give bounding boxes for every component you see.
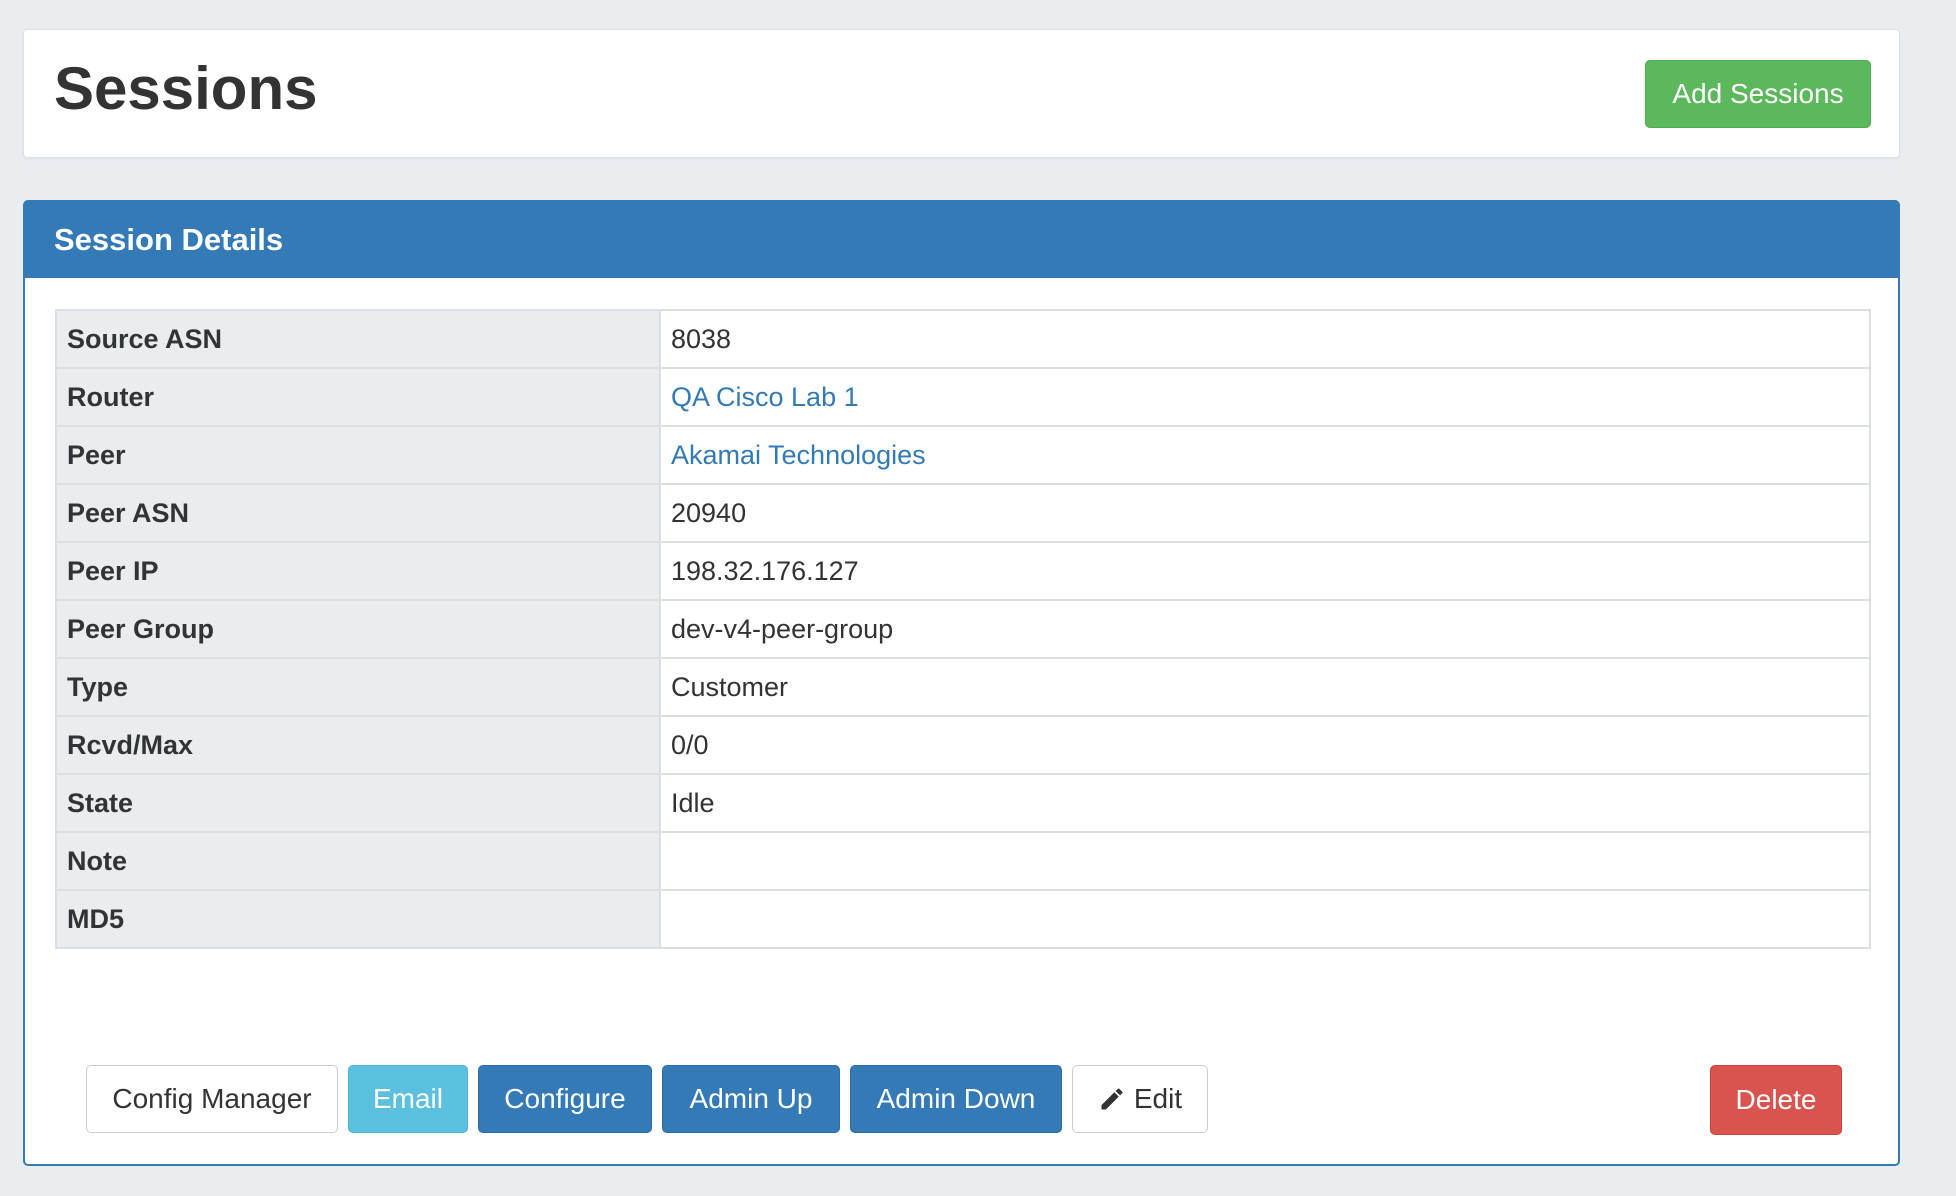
row-value	[659, 831, 1871, 891]
row-value: dev-v4-peer-group	[659, 599, 1871, 659]
row-label: Rcvd/Max	[55, 715, 661, 775]
table-row: Router QA Cisco Lab 1	[55, 367, 1871, 427]
row-value: Customer	[659, 657, 1871, 717]
table-row: Type Customer	[55, 657, 1871, 717]
row-link[interactable]: QA Cisco Lab 1	[671, 381, 859, 412]
row-label: MD5	[55, 889, 661, 949]
row-value: Idle	[659, 773, 1871, 833]
configure-button[interactable]: Configure	[478, 1065, 652, 1133]
table-row: Peer Akamai Technologies	[55, 425, 1871, 485]
row-value	[659, 889, 1871, 949]
edit-label: Edit	[1133, 1083, 1183, 1114]
delete-button[interactable]: Delete	[1710, 1065, 1842, 1135]
row-label: Source ASN	[55, 309, 661, 369]
row-label: Router	[55, 367, 661, 427]
table-row: MD5	[55, 889, 1871, 949]
row-label: Peer ASN	[55, 483, 661, 543]
table-row: Peer Group dev-v4-peer-group	[55, 599, 1871, 659]
admin-down-button[interactable]: Admin Down	[850, 1065, 1062, 1133]
row-label: State	[55, 773, 661, 833]
table-row: Peer ASN 20940	[55, 483, 1871, 543]
row-value: 20940	[659, 483, 1871, 543]
table-row: State Idle	[55, 773, 1871, 833]
row-label: Note	[55, 831, 661, 891]
page-title: Sessions	[54, 55, 318, 122]
panel-title: Session Details	[25, 202, 1898, 278]
row-label: Peer IP	[55, 541, 661, 601]
add-sessions-button[interactable]: Add Sessions	[1645, 60, 1871, 128]
session-details-table: Source ASN 8038 Router QA Cisco Lab 1 Peer Ak…	[55, 309, 1871, 949]
row-value: 198.32.176.127	[659, 541, 1871, 601]
table-row: Rcvd/Max 0/0	[55, 715, 1871, 775]
page-header-card: Sessions Add Sessions	[23, 29, 1900, 158]
pencil-icon	[1098, 1085, 1126, 1113]
table-row: Peer IP 198.32.176.127	[55, 541, 1871, 601]
table-row: Note	[55, 831, 1871, 891]
session-details-panel: Session Details Source ASN 8038 Router QA C…	[23, 200, 1900, 1166]
table-row: Source ASN 8038	[55, 309, 1871, 369]
row-value: QA Cisco Lab 1	[659, 367, 1871, 427]
admin-up-button[interactable]: Admin Up	[662, 1065, 840, 1133]
row-label: Type	[55, 657, 661, 717]
row-value: 8038	[659, 309, 1871, 369]
config-manager-button[interactable]: Config Manager	[86, 1065, 338, 1133]
row-link[interactable]: Akamai Technologies	[671, 439, 926, 470]
email-button[interactable]: Email	[348, 1065, 468, 1133]
edit-button[interactable]: Edit	[1072, 1065, 1208, 1133]
row-value: 0/0	[659, 715, 1871, 775]
row-value: Akamai Technologies	[659, 425, 1871, 485]
row-label: Peer	[55, 425, 661, 485]
row-label: Peer Group	[55, 599, 661, 659]
